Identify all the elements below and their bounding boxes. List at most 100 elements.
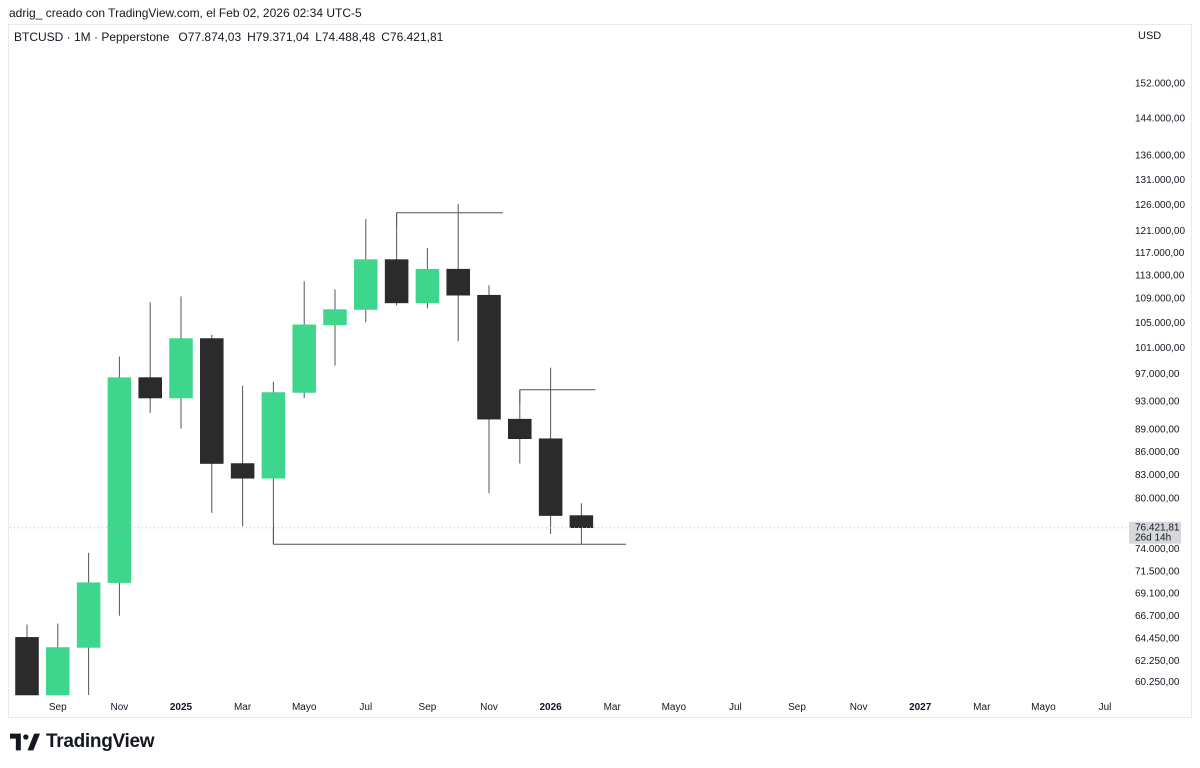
time-tick-label: Nov xyxy=(850,702,868,713)
price-tick-label: 89.000,00 xyxy=(1135,425,1180,436)
price-axis[interactable]: 152.000,00 144.000,00 136.000,00 131.000,00… xyxy=(1135,79,1185,688)
candle-2024-08[interactable] xyxy=(15,624,39,696)
time-tick-label: Jul xyxy=(729,702,742,713)
candle-2025-01[interactable] xyxy=(169,296,193,429)
price-tick-label: 113.000,00 xyxy=(1135,270,1185,281)
price-tick-label: 97.000,00 xyxy=(1135,369,1180,380)
bar-countdown: 26d 14h xyxy=(1135,533,1171,544)
time-tick-label: Nov xyxy=(480,702,498,713)
legend-open-key: O xyxy=(178,30,188,44)
price-tick-label: 101.000,00 xyxy=(1135,343,1185,354)
candle-2025-06[interactable] xyxy=(323,289,347,366)
price-tick-label: 144.000,00 xyxy=(1135,114,1185,125)
currency-label[interactable]: USD xyxy=(1138,30,1162,42)
symbol-legend: BTCUSD · 1M · Pepperstone O 77.874,03 H 79… xyxy=(14,30,449,44)
bearish-candle-body xyxy=(538,438,563,516)
time-tick-label: 2026 xyxy=(539,702,562,713)
bullish-candle-body xyxy=(292,324,316,393)
candles-layer xyxy=(15,203,594,696)
legend-close-key: C xyxy=(381,30,390,44)
candle-2024-10[interactable] xyxy=(76,552,101,695)
bullish-candle-body xyxy=(323,309,347,326)
bearish-candle-body xyxy=(230,463,255,479)
bullish-candle-body xyxy=(261,392,286,479)
price-tick-label: 105.000,00 xyxy=(1135,318,1185,329)
time-tick-label: Sep xyxy=(788,702,806,713)
bearish-candle-body xyxy=(138,377,162,399)
legend-high-key: H xyxy=(247,30,256,44)
price-tick-label: 152.000,00 xyxy=(1135,79,1185,90)
legend-close-value: 76.421,81 xyxy=(389,30,444,44)
bullish-candle-body xyxy=(415,268,440,304)
time-tick-label: Mayo xyxy=(292,702,317,713)
time-tick-label: Mar xyxy=(604,702,622,713)
legend-low-key: L xyxy=(315,30,322,44)
annotation-layer xyxy=(272,212,627,545)
legend-open-value: 77.874,03 xyxy=(187,30,242,44)
candle-2025-05[interactable] xyxy=(292,281,316,399)
bearish-candle-body xyxy=(384,259,409,304)
time-tick-label: 2027 xyxy=(909,702,932,713)
candle-2025-10[interactable] xyxy=(446,203,470,342)
time-tick-label: Sep xyxy=(49,702,67,713)
time-tick-label: Jul xyxy=(359,702,372,713)
bearish-candle-body xyxy=(477,294,501,420)
bearish-candle-body xyxy=(569,515,594,528)
price-tick-label: 64.450,00 xyxy=(1135,633,1180,644)
price-tick-label: 136.000,00 xyxy=(1135,151,1185,162)
time-tick-label: Mayo xyxy=(1031,702,1056,713)
time-tick-label: Mayo xyxy=(662,702,687,713)
candle-2025-09[interactable] xyxy=(415,247,440,309)
bullish-candle-body xyxy=(76,582,101,648)
time-axis[interactable]: Sep Nov 2025 Mar Mayo Jul Sep Nov 2026 Mar Mayo Jul… xyxy=(49,702,1111,713)
candle-2026-02[interactable] xyxy=(569,503,594,545)
candle-2025-12[interactable] xyxy=(508,389,532,464)
brand[interactable]: TradingView xyxy=(10,731,155,753)
candle-2024-09[interactable] xyxy=(46,623,70,696)
last-price-badge xyxy=(1129,521,1181,544)
price-tick-label: 60.250,00 xyxy=(1135,677,1180,688)
price-tick-label: 126.000,00 xyxy=(1135,200,1185,211)
price-tick-label: 66.700,00 xyxy=(1135,611,1180,622)
candle-2025-08[interactable] xyxy=(384,212,409,306)
time-tick-label: 2025 xyxy=(170,702,193,713)
last-price-value: 76.421,81 xyxy=(1135,523,1180,534)
price-tick-label: 80.000,00 xyxy=(1135,494,1180,505)
candle-2024-11[interactable] xyxy=(107,356,132,616)
chart-caption: adrig_ creado con TradingView.com, el Fe… xyxy=(9,6,362,20)
price-tick-label: 121.000,00 xyxy=(1135,226,1185,237)
candle-2024-12[interactable] xyxy=(138,302,162,413)
time-tick-label: Mar xyxy=(973,702,991,713)
candle-2025-07[interactable] xyxy=(354,218,378,323)
candle-2025-02[interactable] xyxy=(200,334,224,513)
bearish-candle-body xyxy=(446,268,470,296)
chart-frame xyxy=(8,24,1192,718)
price-tick-label: 86.000,00 xyxy=(1135,447,1180,458)
bullish-candle-body xyxy=(354,259,378,310)
bullish-candle-body xyxy=(169,338,193,399)
price-tick-label: 71.500,00 xyxy=(1135,566,1180,577)
price-tick-label: 69.100,00 xyxy=(1135,588,1180,599)
candle-2026-01[interactable] xyxy=(538,367,563,534)
candle-2025-11[interactable] xyxy=(477,285,501,494)
candle-2025-04[interactable] xyxy=(261,381,286,545)
bearish-candle-body xyxy=(200,338,224,464)
price-tick-label: 117.000,00 xyxy=(1135,248,1185,259)
price-tick-label: 74.000,00 xyxy=(1135,544,1180,555)
bullish-candle-body xyxy=(107,377,132,583)
legend-high-value: 79.371,04 xyxy=(255,30,310,44)
price-tick-label: 83.000,00 xyxy=(1135,470,1180,481)
legend-symbol[interactable]: BTCUSD · 1M · Pepperstone xyxy=(14,30,170,44)
bullish-candle-body xyxy=(46,647,70,696)
time-tick-label: Nov xyxy=(111,702,129,713)
brand-name: TradingView xyxy=(46,731,155,752)
legend-low-value: 74.488,48 xyxy=(321,30,376,44)
time-tick-label: Mar xyxy=(234,702,252,713)
time-tick-label: Jul xyxy=(1099,702,1112,713)
candle-2025-03[interactable] xyxy=(230,385,255,527)
time-tick-label: Sep xyxy=(419,702,437,713)
bearish-candle-body xyxy=(508,418,532,439)
price-tick-label: 109.000,00 xyxy=(1135,294,1185,305)
